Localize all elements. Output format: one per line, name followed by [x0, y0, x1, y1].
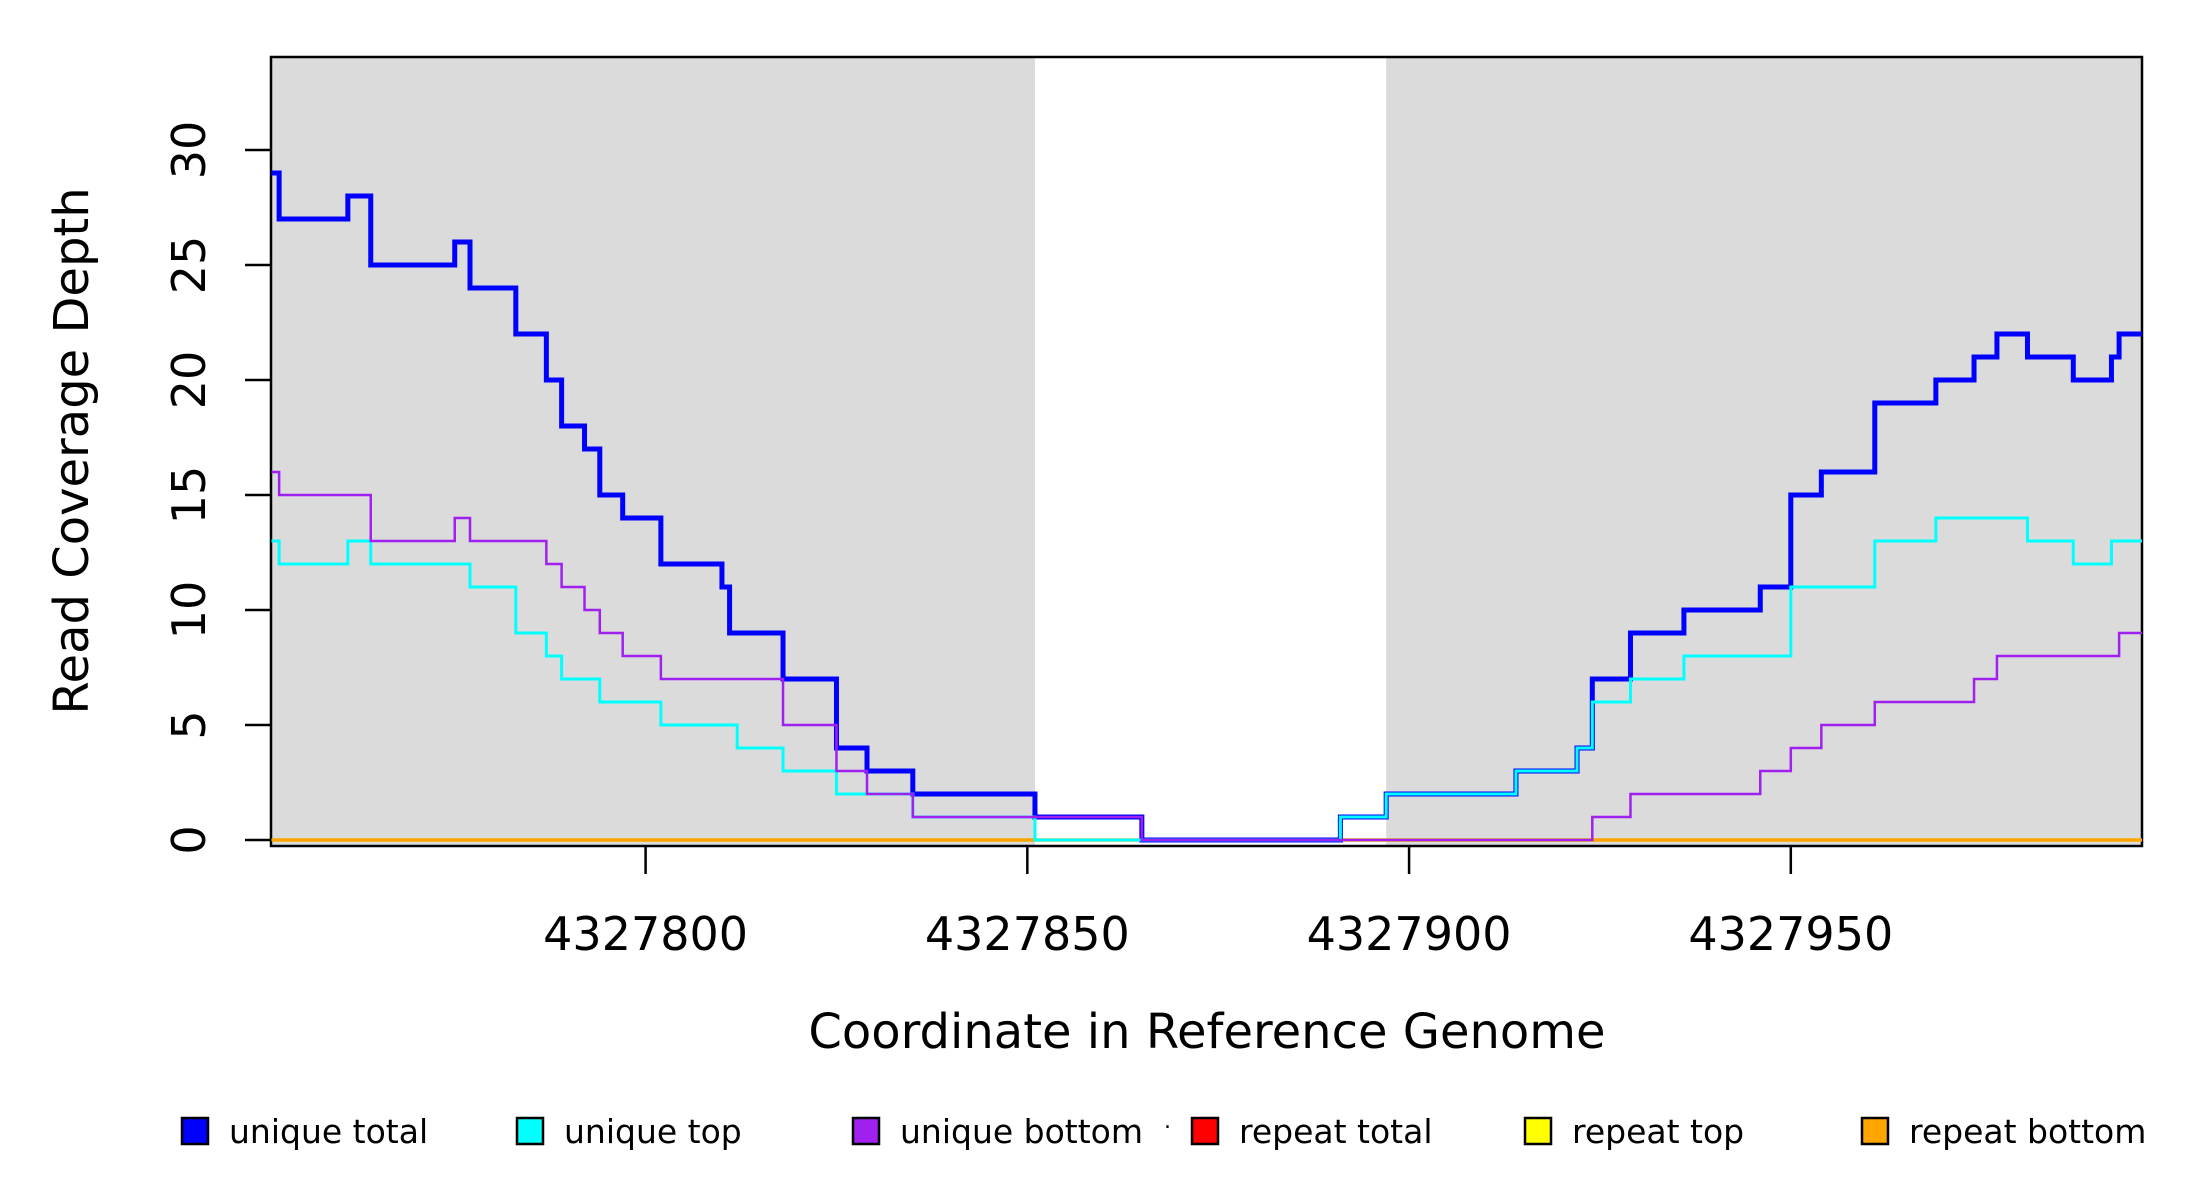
legend-label-repeat-bottom: repeat bottom — [1909, 1112, 2146, 1151]
legend-swatch-repeat-bottom — [1860, 1116, 1890, 1146]
y-axis-title: Read Coverage Depth — [44, 187, 100, 714]
series-line-unique-top — [271, 516, 2142, 842]
shaded-region-1 — [271, 58, 1035, 845]
x-tick-label-4327800: 4327800 — [543, 907, 748, 961]
legend-label-repeat-top: repeat top — [1572, 1112, 1744, 1151]
x-tick-label-4327900: 4327900 — [1307, 907, 1512, 961]
legend-swatch-unique-total — [180, 1116, 210, 1146]
legend-swatch-unique-top — [515, 1116, 545, 1146]
x-tick-label-4327950: 4327950 — [1688, 907, 1893, 961]
legend-swatch-repeat-top — [1523, 1116, 1553, 1146]
axis-ticks-layer: 0 5 10 15 20 25 30 4327800 4327850 4327900 4327950 — [162, 121, 1893, 961]
y-tick-label-10: 10 — [162, 581, 216, 640]
y-tick-label-20: 20 — [162, 351, 216, 410]
legend-label-unique-top: unique top — [564, 1112, 742, 1151]
legend-label-unique-total: unique total — [229, 1112, 428, 1151]
legend-swatch-unique-bottom — [851, 1116, 881, 1146]
shaded-regions-layer — [271, 58, 2142, 845]
y-tick-label-30: 30 — [162, 121, 216, 180]
series-lines-layer — [271, 170, 2142, 843]
shaded-region-2 — [1386, 58, 2142, 845]
series-line-unique-bottom — [271, 470, 2142, 842]
legend-swatch-repeat-total — [1190, 1116, 1220, 1146]
y-tick-label-25: 25 — [162, 236, 216, 295]
y-tick-label-0: 0 — [162, 825, 216, 854]
stray-dot-mark: . — [1164, 1109, 1171, 1134]
y-tick-label-15: 15 — [162, 466, 216, 525]
x-tick-label-4327850: 4327850 — [925, 907, 1130, 961]
plot-border-box — [269, 55, 2144, 848]
x-axis-title: Coordinate in Reference Genome — [808, 1004, 1605, 1060]
legend: unique total unique top unique bottom repea… — [180, 1112, 2146, 1151]
y-tick-label-5: 5 — [162, 710, 216, 739]
legend-label-unique-bottom: unique bottom — [900, 1112, 1143, 1151]
legend-label-repeat-total: repeat total — [1239, 1112, 1433, 1151]
